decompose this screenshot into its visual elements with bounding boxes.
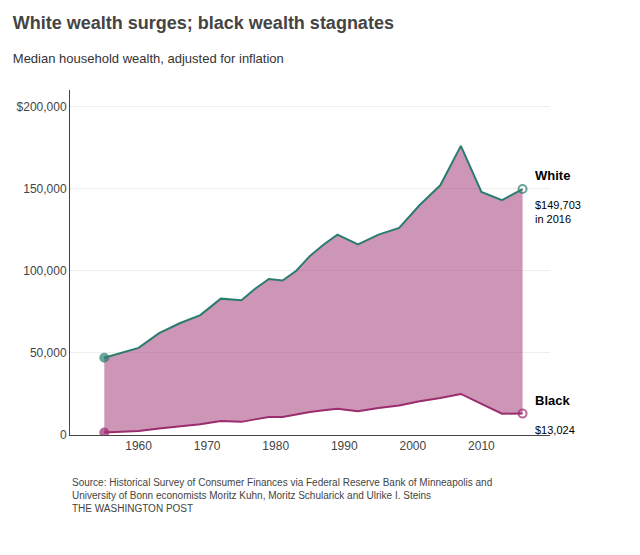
svg-text:50,000: 50,000 <box>30 346 67 360</box>
svg-text:150,000: 150,000 <box>23 182 67 196</box>
svg-text:Black: Black <box>535 393 570 408</box>
svg-text:1990: 1990 <box>331 439 358 453</box>
svg-text:2010: 2010 <box>468 439 495 453</box>
svg-text:1980: 1980 <box>262 439 289 453</box>
svg-text:$149,703in 2016: $149,703in 2016 <box>535 199 581 225</box>
svg-text:Source: Historical Survey of C: Source: Historical Survey of Consumer Fi… <box>72 477 492 514</box>
svg-text:100,000: 100,000 <box>23 264 67 278</box>
svg-text:1970: 1970 <box>194 439 221 453</box>
svg-text:White wealth surges; black wea: White wealth surges; black wealth stagna… <box>13 13 394 33</box>
svg-text:$200,000: $200,000 <box>17 100 67 114</box>
svg-text:Median household wealth, adjus: Median household wealth, adjusted for in… <box>13 51 284 66</box>
svg-text:White: White <box>535 168 570 183</box>
svg-text:2000: 2000 <box>400 439 427 453</box>
svg-text:1960: 1960 <box>125 439 152 453</box>
svg-text:$13,024: $13,024 <box>535 424 575 436</box>
svg-text:0: 0 <box>60 428 67 442</box>
